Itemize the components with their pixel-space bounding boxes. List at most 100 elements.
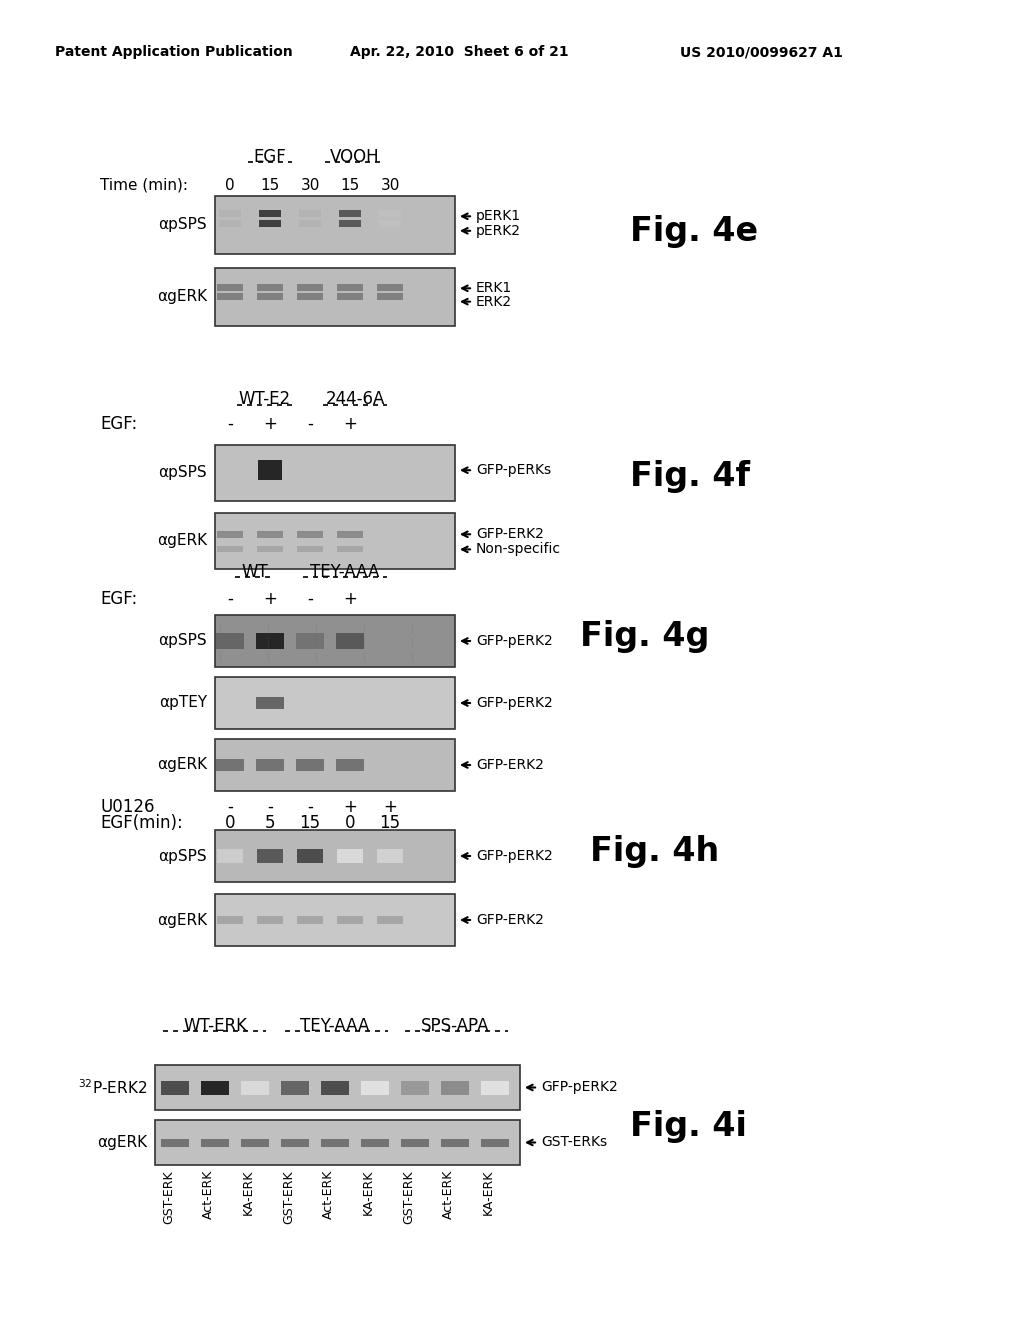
Bar	[296, 634, 324, 649]
Bar	[337, 849, 362, 863]
Bar	[321, 1138, 349, 1147]
Text: pERK1: pERK1	[476, 210, 521, 223]
Bar	[217, 546, 243, 552]
Bar	[336, 759, 364, 771]
Text: KA-ERK: KA-ERK	[482, 1170, 495, 1216]
Text: U0126: U0126	[100, 799, 155, 816]
Text: αpSPS: αpSPS	[159, 634, 207, 648]
Text: 15: 15	[299, 814, 321, 832]
Text: +: +	[383, 799, 397, 816]
Text: Act-ERK: Act-ERK	[202, 1170, 215, 1220]
Text: -: -	[307, 590, 313, 609]
Bar	[257, 916, 283, 924]
Text: TEY-AAA: TEY-AAA	[310, 564, 380, 581]
Text: +: +	[343, 799, 357, 816]
Bar	[337, 546, 362, 552]
Text: EGF:: EGF:	[100, 590, 137, 609]
Bar	[321, 1081, 349, 1094]
Bar	[216, 634, 244, 649]
Bar	[259, 210, 281, 216]
Text: EGF(min):: EGF(min):	[100, 814, 182, 832]
Bar	[297, 284, 323, 292]
Bar	[215, 615, 455, 667]
Bar	[215, 268, 455, 326]
Text: +: +	[343, 590, 357, 609]
Text: GFP-ERK2: GFP-ERK2	[476, 527, 544, 541]
Text: VOOH: VOOH	[330, 148, 380, 166]
Bar	[219, 210, 241, 216]
Text: αpTEY: αpTEY	[159, 696, 207, 710]
Bar	[297, 293, 323, 301]
Bar	[155, 1065, 520, 1110]
Bar	[337, 531, 362, 537]
Bar	[337, 284, 362, 292]
Text: GST-ERKs: GST-ERKs	[541, 1135, 607, 1150]
Text: 15: 15	[260, 178, 280, 193]
Bar	[259, 219, 281, 227]
Text: 0: 0	[225, 178, 234, 193]
Bar	[241, 1138, 269, 1147]
Text: Non-specific: Non-specific	[476, 543, 561, 557]
Text: GFP-pERK2: GFP-pERK2	[476, 849, 553, 863]
Bar	[336, 634, 364, 649]
Bar	[256, 634, 284, 649]
Text: 244-6A: 244-6A	[326, 389, 385, 408]
Text: KA-ERK: KA-ERK	[242, 1170, 255, 1216]
Bar	[155, 1119, 520, 1166]
Bar	[297, 849, 323, 863]
Text: αgERK: αgERK	[157, 289, 207, 305]
Bar	[217, 849, 243, 863]
Text: ERK2: ERK2	[476, 294, 512, 309]
Text: -: -	[227, 799, 232, 816]
Text: 15: 15	[380, 814, 400, 832]
Bar	[217, 531, 243, 537]
Bar	[299, 210, 321, 216]
Text: Fig. 4g: Fig. 4g	[580, 620, 710, 653]
Text: WT-E2: WT-E2	[239, 389, 291, 408]
Text: TEY-AAA: TEY-AAA	[300, 1016, 370, 1035]
Text: GST-ERK: GST-ERK	[282, 1170, 295, 1224]
Bar	[339, 219, 361, 227]
Bar	[217, 916, 243, 924]
Text: αpSPS: αpSPS	[159, 849, 207, 863]
Text: US 2010/0099627 A1: US 2010/0099627 A1	[680, 45, 843, 59]
Text: Fig. 4h: Fig. 4h	[590, 836, 719, 869]
Bar	[377, 916, 403, 924]
Text: -: -	[227, 590, 232, 609]
Text: GFP-pERKs: GFP-pERKs	[476, 463, 551, 478]
Bar	[215, 894, 455, 946]
Text: GFP-ERK2: GFP-ERK2	[476, 758, 544, 772]
Text: +: +	[343, 414, 357, 433]
Bar	[481, 1081, 509, 1094]
Bar	[401, 1081, 429, 1094]
Bar	[161, 1138, 189, 1147]
Text: 0: 0	[224, 814, 236, 832]
Bar	[377, 293, 403, 301]
Text: αgERK: αgERK	[157, 912, 207, 928]
Bar	[257, 531, 283, 537]
Text: WT: WT	[242, 564, 268, 581]
Bar	[257, 284, 283, 292]
Bar	[379, 210, 401, 216]
Bar	[297, 531, 323, 537]
Bar	[481, 1138, 509, 1147]
Text: +: +	[263, 414, 276, 433]
Bar	[201, 1138, 229, 1147]
Text: Fig. 4f: Fig. 4f	[630, 459, 750, 492]
Text: 0: 0	[345, 814, 355, 832]
Text: EGF: EGF	[254, 148, 287, 166]
Bar	[257, 546, 283, 552]
Text: Fig. 4e: Fig. 4e	[630, 215, 758, 248]
Text: GST-ERK: GST-ERK	[402, 1170, 415, 1224]
Bar	[161, 1081, 189, 1094]
Bar	[201, 1081, 229, 1094]
Text: Patent Application Publication: Patent Application Publication	[55, 45, 293, 59]
Text: Time (min):: Time (min):	[100, 178, 188, 193]
Bar	[215, 513, 455, 569]
Bar	[401, 1138, 429, 1147]
Bar	[215, 195, 455, 253]
Bar	[258, 461, 282, 480]
Bar	[337, 293, 362, 301]
Text: -: -	[227, 414, 232, 433]
Bar	[216, 759, 244, 771]
